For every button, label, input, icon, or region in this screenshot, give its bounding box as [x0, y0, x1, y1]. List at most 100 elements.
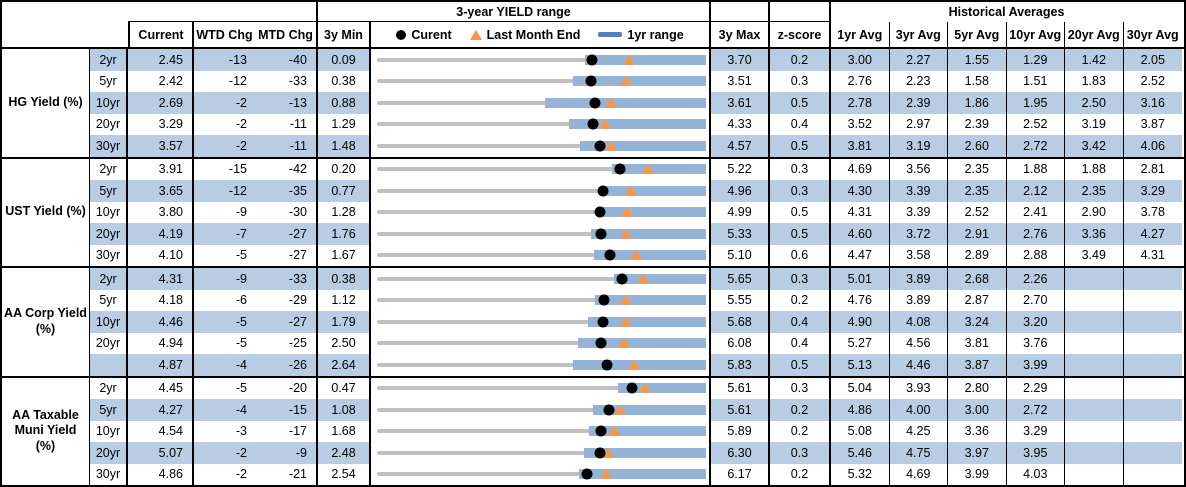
last-month-end-marker — [621, 206, 634, 217]
avg-cell-3yr: 3.56 — [890, 158, 948, 180]
mtd-chg-cell: -11 — [256, 113, 318, 135]
avg-cell-10yr: 3.76 — [1007, 332, 1065, 354]
avg-cell-20yr: 1.83 — [1065, 70, 1124, 92]
3y-range-track — [377, 472, 706, 477]
tenor-cell: 10yr — [90, 311, 128, 333]
legend-1yr-range: 1yr range — [598, 28, 684, 42]
avg-cell-1yr: 5.27 — [831, 332, 890, 354]
1yr-range-bar — [578, 338, 706, 349]
wtd-chg-cell: -4 — [194, 399, 256, 421]
3y-max-cell: 6.30 — [711, 442, 770, 464]
group-label-line: Muni Yield — [14, 423, 77, 438]
range-plot — [377, 268, 706, 290]
header-corner-blank — [2, 2, 128, 47]
3y-max-cell: 4.96 — [711, 180, 770, 202]
3y-min-cell: 2.50 — [318, 332, 371, 354]
group-label: AA Corp Yield (%) — [2, 268, 90, 376]
avg-cell-20yr — [1065, 420, 1124, 442]
range-chart — [371, 289, 711, 311]
wtd-chg-cell: -15 — [228, 162, 247, 177]
avg-cell-3yr: 3.72 — [889, 223, 948, 245]
group-label-line: AA Taxable — [12, 407, 79, 422]
avg-cell-3yr: 2.39 — [889, 92, 948, 114]
col-header-5yr-avg: 5yr Avg — [948, 22, 1007, 47]
z-score-cell: 0.4 — [770, 113, 831, 135]
current-marker — [594, 140, 606, 152]
current-cell: 4.31 — [128, 268, 194, 290]
wtd-chg-cell: -5 — [194, 311, 256, 333]
current-marker — [603, 404, 615, 416]
current-cell: 3.29 — [128, 113, 194, 135]
avg-cell-1yr: 4.47 — [831, 244, 890, 266]
3y-max-cell: 5.55 — [711, 289, 770, 311]
wtd-chg-cell: -2 — [194, 442, 256, 464]
z-score-cell: 0.3 — [770, 377, 831, 399]
current-cell: 4.10 — [128, 244, 194, 266]
avg-cell-30yr: 3.16 — [1123, 92, 1182, 114]
avg-cell-3yr: 3.39 — [889, 180, 948, 202]
3y-max-cell: 5.33 — [711, 223, 770, 245]
avg-cell-10yr: 2.26 — [1006, 268, 1065, 290]
3y-range-track — [377, 57, 706, 62]
avg-cell-20yr: 3.42 — [1065, 135, 1124, 157]
3y-min-cell: 1.48 — [318, 135, 371, 157]
3y-min-cell: 0.38 — [318, 268, 371, 290]
avg-cell-20yr: 1.42 — [1065, 49, 1124, 71]
avg-cell-30yr: 4.06 — [1123, 135, 1182, 157]
range-chart — [371, 158, 711, 180]
avg-cell-30yr: 3.87 — [1140, 117, 1165, 132]
z-score-cell: 0.5 — [770, 135, 831, 157]
1yr-range-bar — [544, 97, 706, 108]
avg-cell-1yr: 5.32 — [831, 463, 890, 485]
last-month-end-marker — [638, 382, 651, 393]
3y-range-track — [377, 143, 706, 148]
avg-cell-10yr: 2.70 — [1007, 289, 1065, 311]
avg-cell-1yr: 5.08 — [831, 420, 890, 442]
3y-range-track — [377, 122, 706, 127]
header-blank-above-changes — [128, 2, 318, 22]
3y-min-cell: 2.64 — [318, 354, 371, 376]
tenor-cell: 5yr — [90, 289, 128, 311]
z-score-cell: 0.5 — [770, 201, 831, 223]
last-month-end-marker — [604, 97, 617, 108]
3y-min-cell: 1.12 — [318, 289, 371, 311]
group-1: UST Yield (%) 2yr 3.91 -15 -42 0.20 5.22 0.3 4.6… — [2, 158, 1184, 268]
current-marker — [581, 468, 593, 480]
tenor-cell: 30yr — [90, 463, 128, 485]
3y-min-cell: 0.47 — [318, 377, 371, 399]
range-plot — [377, 245, 706, 267]
3y-min-cell: 0.38 — [318, 70, 371, 92]
3y-range-track — [377, 319, 706, 324]
avg-cell-3yr: 4.08 — [889, 311, 948, 333]
3y-min-cell: 2.48 — [318, 442, 371, 464]
avg-cell-1yr: 5.01 — [831, 268, 890, 290]
col-header-z-score: z-score — [770, 22, 831, 47]
current-cell: 4.19 — [128, 223, 194, 245]
tenor-cell: 30yr — [90, 135, 128, 157]
avg-cell-3yr: 3.93 — [890, 377, 948, 399]
range-plot — [377, 399, 706, 421]
range-chart — [371, 201, 711, 223]
avg-cell-5yr: 1.55 — [948, 49, 1007, 71]
mtd-chg-cell: -27 — [256, 311, 318, 333]
group-label-line: AA Corp Yield — [4, 306, 87, 321]
avg-cell-10yr: 1.95 — [1006, 92, 1065, 114]
wtd-chg-cell: -5 — [235, 248, 247, 263]
avg-cell-3yr: 2.97 — [890, 113, 948, 135]
avg-cell-5yr: 3.36 — [948, 420, 1007, 442]
avg-cell-3yr: 3.19 — [889, 135, 948, 157]
current-marker — [616, 273, 628, 285]
avg-cell-10yr: 3.99 — [1006, 354, 1065, 376]
current-cell: 4.46 — [128, 311, 194, 333]
avg-cell-5yr: 2.87 — [948, 289, 1007, 311]
3y-max-cell: 5.10 — [711, 244, 770, 266]
current-marker — [597, 316, 609, 328]
current-cell: 4.45 — [128, 377, 194, 399]
range-chart — [371, 332, 711, 354]
1yr-range-bar — [588, 316, 706, 327]
last-month-end-triangle-icon — [469, 29, 482, 40]
3y-max-cell: 6.08 — [711, 332, 770, 354]
range-chart — [371, 49, 711, 71]
avg-cell-1yr: 5.13 — [831, 354, 890, 376]
3y-min-cell: 0.88 — [318, 92, 371, 114]
